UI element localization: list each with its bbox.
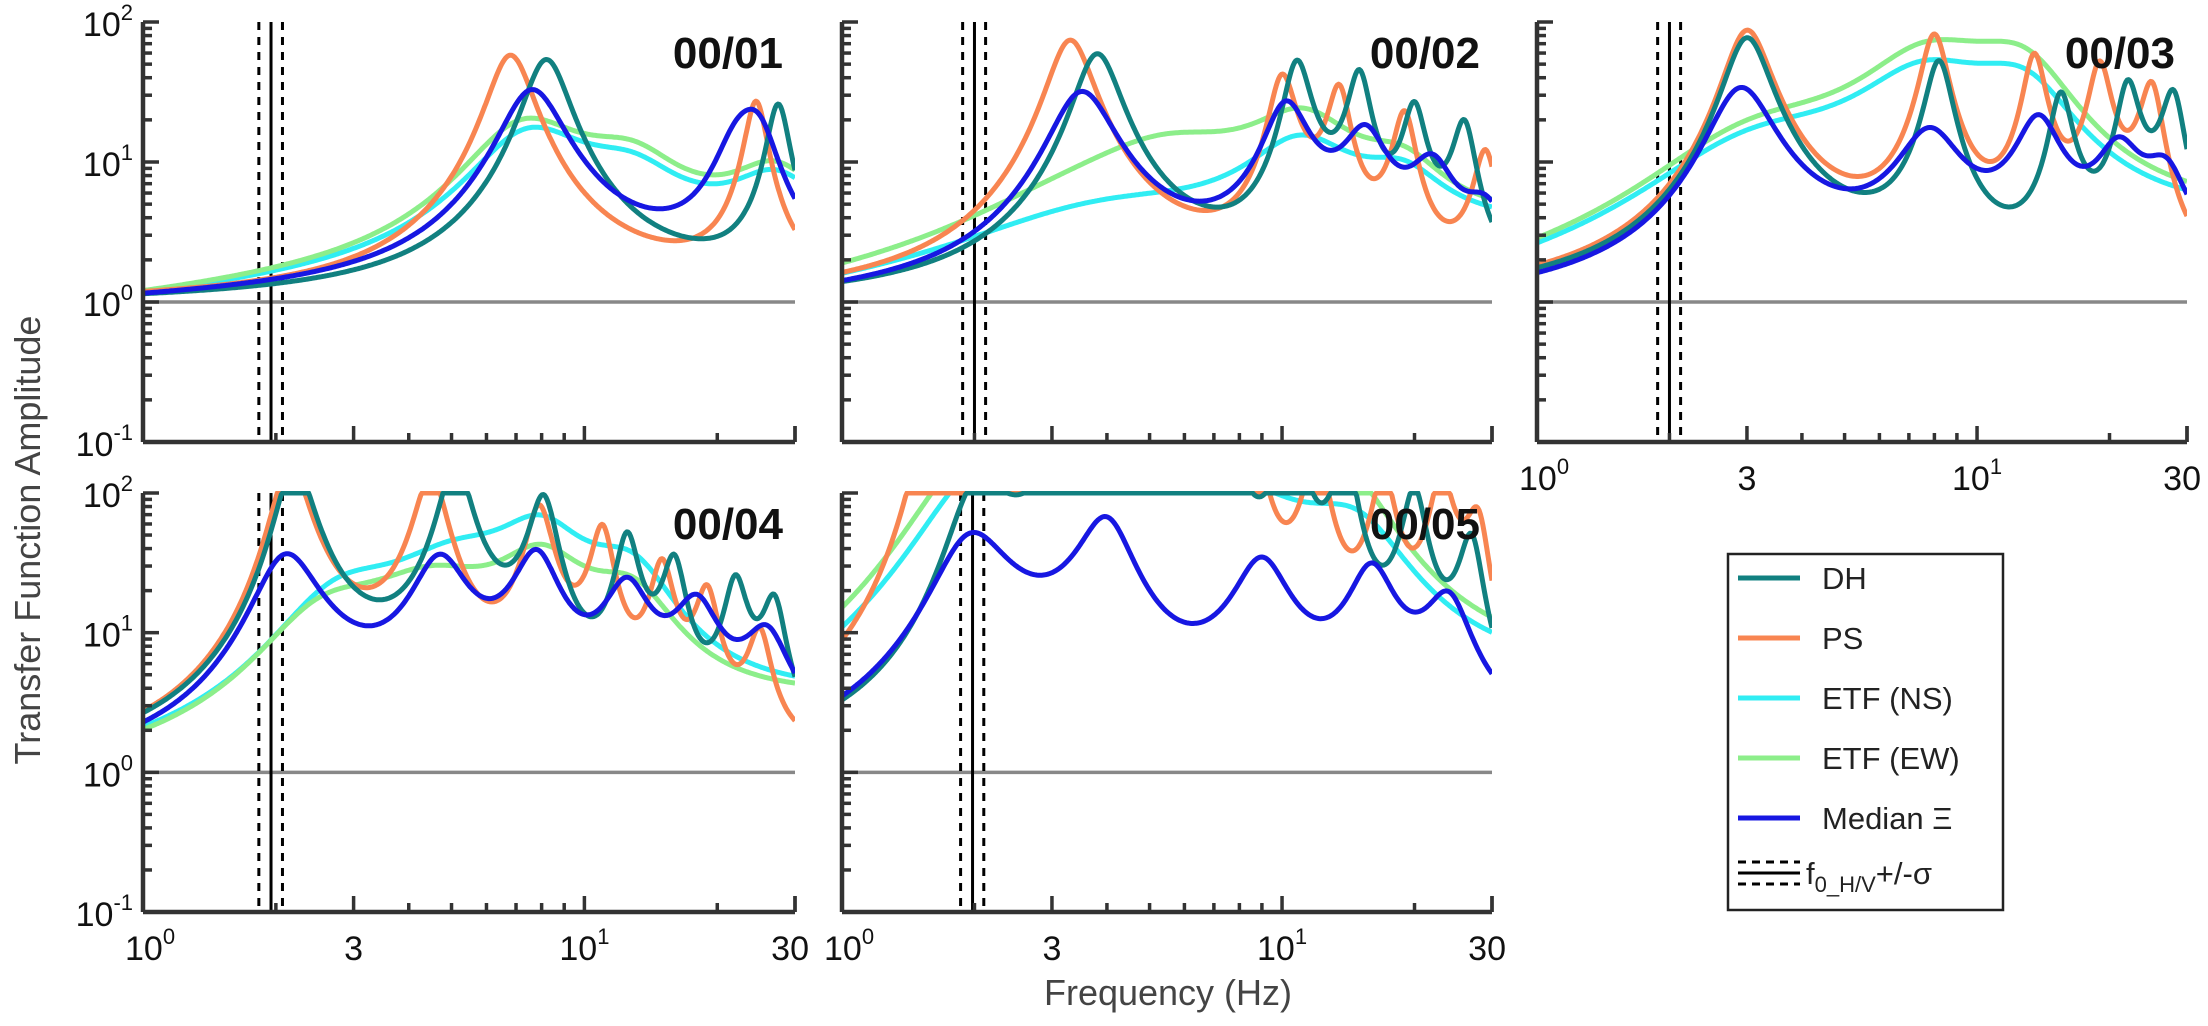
median-series-line [1537, 85, 2187, 276]
x-tick-label: 3 [1042, 930, 1061, 968]
x-tick-label: 101 [1257, 924, 1307, 968]
etf-ew-series-line [842, 105, 1492, 266]
x-tick-label: 101 [559, 924, 609, 968]
y-tick-label: 101 [83, 140, 133, 184]
etf-ew-series-line [1537, 37, 2187, 241]
panel-00-01: 102 101 100 10-1 00/01 [76, 0, 797, 464]
y-axis-label: Transfer Function Amplitude [7, 316, 48, 765]
legend-label: ETF (NS) [1822, 681, 1953, 716]
legend: DH PS ETF (NS) ETF (EW) Median Ξ f0_H/V+/-σ [1726, 552, 2005, 912]
x-tick-label: 100 [824, 924, 874, 968]
legend-f0-label: f0_H/V+/-σ [1806, 856, 1932, 897]
y-tick-label: 10-1 [76, 890, 133, 934]
panel-00-05: 100 3 101 30 00/05 [824, 491, 1506, 968]
ps-series-line [1537, 27, 2187, 268]
panel-title: 00/01 [673, 29, 783, 78]
x-tick-label: 30 [771, 930, 809, 968]
etf-ns-series-line [1537, 57, 2187, 246]
panel-title: 00/04 [673, 500, 784, 549]
ps-series-line [143, 491, 795, 723]
ps-series-line [842, 37, 1492, 275]
median-series-line [143, 87, 795, 296]
x-axis-label: Frequency (Hz) [1044, 972, 1292, 1013]
y-tick-label: 100 [83, 750, 133, 794]
legend-label: Median Ξ [1822, 801, 1952, 836]
y-tick-label: 102 [83, 471, 133, 515]
panel-title: 00/02 [1370, 29, 1480, 78]
panel-00-03: 100 3 101 30 00/03 [1519, 20, 2201, 498]
y-tick-label: 101 [83, 611, 133, 655]
panel-title: 00/05 [1370, 500, 1480, 549]
dh-series-line [1537, 35, 2187, 271]
legend-label: ETF (EW) [1822, 741, 1960, 776]
etf-ew-series-line [143, 541, 795, 732]
x-tick-label: 100 [125, 924, 175, 968]
legend-label: PS [1822, 621, 1863, 656]
dh-series-line [842, 491, 1492, 703]
dh-series-line [143, 57, 795, 297]
x-tick-label: 3 [344, 930, 363, 968]
etf-ns-series-line [143, 124, 795, 295]
legend-label: DH [1822, 561, 1867, 596]
x-tick-label: 3 [1737, 460, 1756, 498]
y-tick-label: 102 [83, 0, 133, 44]
x-tick-label: 101 [1952, 454, 2002, 498]
x-tick-label: 30 [1468, 930, 1506, 968]
panel-title: 00/03 [2065, 29, 2175, 78]
panel-00-02: 00/02 [839, 20, 1494, 445]
y-tick-label: 100 [83, 280, 133, 324]
median-series-line [842, 514, 1492, 699]
legend-box [1726, 552, 2005, 912]
median-series-line [143, 546, 795, 725]
median-series-line [842, 88, 1492, 284]
x-tick-label: 30 [2163, 460, 2201, 498]
x-tick-label: 100 [1519, 454, 1569, 498]
y-tick-label: 10-1 [76, 420, 133, 464]
etf-ew-series-line [143, 115, 795, 294]
